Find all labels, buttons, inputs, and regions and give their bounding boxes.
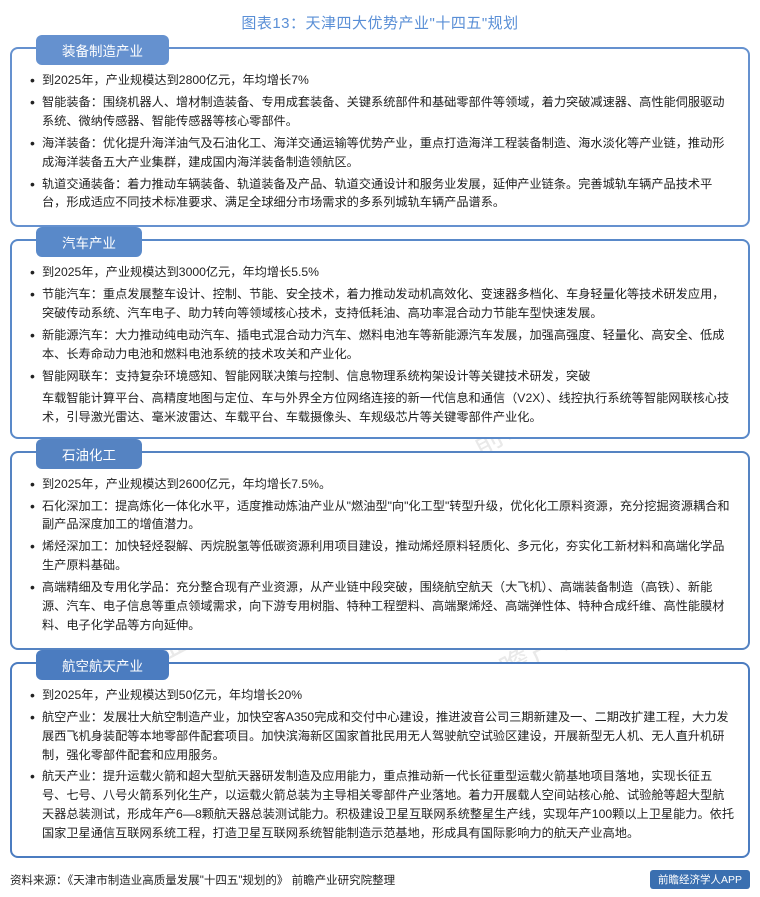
card-list-item: 高端精细及专用化学品：充分整合现有产业资源，从产业链中段突破，围绕航空航天（大飞… <box>30 578 734 635</box>
card-list: 到2025年，产业规模达到3000亿元，年均增长5.5% 节能汽车：重点发展整车设… <box>26 263 734 385</box>
card-list-item: 到2025年，产业规模达到2800亿元，年均增长7% <box>30 71 734 90</box>
card-1: 汽车产业到2025年，产业规模达到3000亿元，年均增长5.5%节能汽车：重点发… <box>10 239 750 438</box>
card-list-item: 新能源汽车：大力推动纯电动汽车、插电式混合动力汽车、燃料电池车等新能源汽车发展，… <box>30 326 734 364</box>
card-list-item: 到2025年，产业规模达到50亿元，年均增长20% <box>30 686 734 705</box>
card-list-item: 到2025年，产业规模达到3000亿元，年均增长5.5% <box>30 263 734 282</box>
card-list-item: 轨道交通装备：着力推动车辆装备、轨道装备及产品、轨道交通设计和服务业发展，延伸产… <box>30 175 734 213</box>
footer: 资料来源：《天津市制造业高质量发展"十四五"规划的》 前瞻产业研究院整理 前瞻经… <box>10 870 750 889</box>
footer-source: 资料来源：《天津市制造业高质量发展"十四五"规划的》 前瞻产业研究院整理 <box>10 872 395 888</box>
chart-title: 图表13：天津四大优势产业"十四五"规划 <box>10 12 750 33</box>
card-title: 装备制造产业 <box>36 35 169 65</box>
card-list-item: 智能装备：围绕机器人、增材制造装备、专用成套装备、关键系统部件和基础零部件等领域… <box>30 93 734 131</box>
footer-badge: 前瞻经济学人APP <box>650 870 750 889</box>
card-list-item: 航空产业：发展壮大航空制造产业，加快空客A350完成和交付中心建设，推进波音公司… <box>30 708 734 765</box>
card-3: 航空航天产业到2025年，产业规模达到50亿元，年均增长20%航空产业：发展壮大… <box>10 662 750 858</box>
card-list-item: 航天产业：提升运载火箭和超大型航天器研发制造及应用能力，重点推动新一代长征重型运… <box>30 767 734 843</box>
card-title: 汽车产业 <box>36 227 142 257</box>
card-list-item: 智能网联车：支持复杂环境感知、智能网联决策与控制、信息物理系统构架设计等关键技术… <box>30 367 734 386</box>
card-list: 到2025年，产业规模达到2800亿元，年均增长7% 智能装备：围绕机器人、增材制… <box>26 71 734 212</box>
card-list: 到2025年，产业规模达到50亿元，年均增长20% 航空产业：发展壮大航空制造产业… <box>26 686 734 843</box>
card-list-item: 石化深加工：提高炼化一体化水平，适度推动炼油产业从"燃油型"向"化工型"转型升级… <box>30 497 734 535</box>
card-loose-text: 车载智能计算平台、高精度地图与定位、车与外界全方位网络连接的新一代信息和通信（V… <box>26 389 734 427</box>
card-list-item: 节能汽车：重点发展整车设计、控制、节能、安全技术，着力推动发动机高效化、变速器多… <box>30 285 734 323</box>
card-title: 石油化工 <box>36 439 142 469</box>
card-0: 装备制造产业到2025年，产业规模达到2800亿元，年均增长7%智能装备：围绕机… <box>10 47 750 227</box>
card-list-item: 到2025年，产业规模达到2600亿元，年均增长7.5%。 <box>30 475 734 494</box>
card-list-item: 烯烃深加工：加快轻烃裂解、丙烷脱氢等低碳资源利用项目建设，推动烯烃原料轻质化、多… <box>30 537 734 575</box>
card-list: 到2025年，产业规模达到2600亿元，年均增长7.5%。石化深加工：提高炼化一… <box>26 475 734 635</box>
card-title: 航空航天产业 <box>36 650 169 680</box>
card-2: 石油化工到2025年，产业规模达到2600亿元，年均增长7.5%。石化深加工：提… <box>10 451 750 650</box>
card-list-item: 海洋装备：优化提升海洋油气及石油化工、海洋交通运输等优势产业，重点打造海洋工程装… <box>30 134 734 172</box>
